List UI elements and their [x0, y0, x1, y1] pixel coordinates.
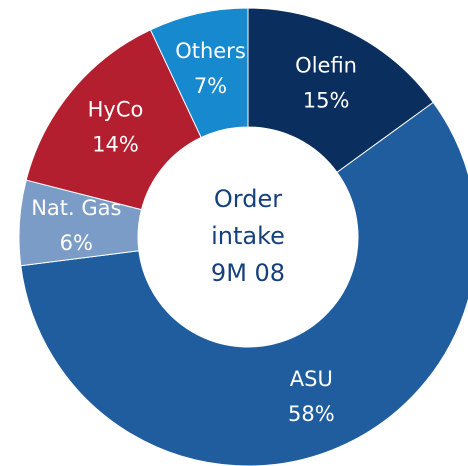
- center-text: Order: [214, 185, 282, 213]
- center-text: intake: [211, 222, 285, 250]
- slice-value: 15%: [303, 89, 350, 113]
- slice-value: 6%: [60, 231, 93, 255]
- slice-value: 7%: [194, 74, 227, 98]
- slice-label: Others: [175, 39, 246, 63]
- slice-value: 58%: [288, 402, 335, 426]
- center-text: 9M 08: [211, 259, 285, 287]
- slice-label: ASU: [290, 367, 333, 391]
- slice-label: Olefin: [295, 54, 357, 78]
- donut-hole: [138, 127, 358, 347]
- slice-label: HyCo: [88, 97, 144, 121]
- slice-value: 14%: [92, 132, 139, 156]
